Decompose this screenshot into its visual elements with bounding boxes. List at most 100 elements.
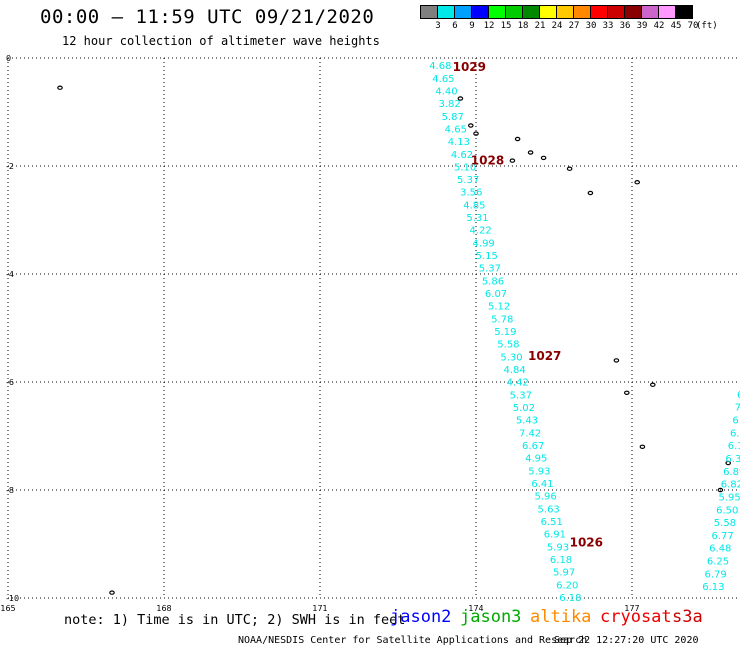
wave-height-label: 5.02 — [513, 403, 535, 414]
wave-height-label: 5.31 — [466, 213, 488, 224]
legend-unit-label: (ft) — [696, 21, 718, 31]
wave-height-label: 6.50 — [716, 505, 738, 516]
legend-label-9: 9 — [469, 21, 475, 31]
legend-label-30: 30 — [585, 21, 597, 31]
legend-labels: 3 6 9 12 15 18 21 24 27 30 33 36 39 42 45 70 (ft) — [420, 21, 717, 35]
wave-height-label: 6.41 — [531, 479, 553, 490]
y-tick-label: -4 — [6, 270, 14, 279]
wave-height-label: 6.48 — [709, 544, 731, 555]
wave-height-label: 5.95 — [718, 492, 740, 503]
wave-height-label: 5.97 — [553, 568, 575, 579]
wave-height-label: 4.95 — [525, 454, 547, 465]
island-outline — [639, 444, 646, 449]
wave-height-label: 6.20 — [556, 580, 578, 591]
legend-label-6: 6 — [452, 21, 458, 31]
legend-label-21: 21 — [534, 21, 546, 31]
satellite-jason2-label: jason2 — [390, 607, 452, 627]
island-outline — [566, 166, 573, 171]
wave-height-label: 5.12 — [488, 302, 510, 313]
credit-text: NOAA/NESDIS Center for Satellite Applica… — [238, 635, 588, 646]
wave-height-label: 5.19 — [494, 327, 516, 338]
wave-height-label: 6.89 — [723, 467, 740, 478]
y-tick-label: 0 — [6, 54, 11, 63]
wave-height-label: 6.77 — [711, 531, 733, 542]
satellite-altika-label: altika — [530, 607, 592, 627]
island-outline — [457, 96, 464, 101]
wave-height-label: 5.78 — [491, 314, 513, 325]
wave-height-label: 5.96 — [534, 492, 556, 503]
generated-timestamp: Sep 22 12:27:20 UTC 2020 — [554, 635, 699, 646]
wave-height-label: 6.79 — [705, 569, 727, 580]
wave-height-label: 5.37 — [479, 264, 501, 275]
wave-height-label: 5.58 — [497, 340, 519, 351]
legend-label-15: 15 — [500, 21, 512, 31]
chart-title: 00:00 – 11:59 UTC 09/21/2020 — [40, 6, 375, 28]
footer-note: note: 1) Time is in UTC; 2) SWH is in fe… — [64, 612, 406, 628]
satellite-cryosat-label: cryosat — [600, 607, 672, 627]
wave-height-label: 5.37 — [457, 175, 479, 186]
wave-height-label: 5.58 — [714, 518, 736, 529]
wave-height-label: 5.10 — [454, 162, 476, 173]
satellite-jason3-label: jason3 — [460, 607, 522, 627]
island-outline — [467, 123, 474, 128]
wave-height-label: 6.35 — [725, 454, 740, 465]
wave-height-label: 7.42 — [519, 428, 541, 439]
island-outline — [587, 190, 594, 196]
legend-label-27: 27 — [568, 21, 580, 31]
island-outline — [109, 590, 115, 595]
island-outline — [540, 155, 547, 161]
legend-swatch-70 — [675, 5, 693, 19]
wave-height-label: 6.67 — [522, 441, 544, 452]
wave-height-label: 6.69 — [737, 390, 740, 401]
island-outline — [514, 136, 521, 142]
wave-height-label: 4.68 — [429, 61, 451, 72]
legend-label-33: 33 — [602, 21, 614, 31]
island-outline — [649, 382, 656, 387]
wave-height-label: 4.22 — [469, 226, 491, 237]
x-tick-label: 174 — [468, 604, 483, 613]
wave-height-label: 6.18 — [550, 555, 572, 566]
time-label: 1026 — [570, 535, 603, 549]
wave-height-label: 3.56 — [460, 188, 482, 199]
wave-height-label: 6.25 — [707, 557, 729, 568]
y-tick-label: -10 — [6, 594, 19, 603]
wave-height-label: 6.13 — [728, 441, 740, 452]
wave-height-label: 4.84 — [503, 365, 525, 376]
wave-height-label: 5.87 — [442, 112, 464, 123]
wave-height-label: 6.40 — [732, 415, 740, 426]
wave-height-label: 4.99 — [473, 238, 495, 249]
island-outline — [717, 487, 724, 493]
time-label: 1029 — [453, 60, 486, 74]
wave-height-label: 6.91 — [544, 530, 566, 541]
legend-label-39: 39 — [636, 21, 648, 31]
wave-height-label: 5.93 — [547, 542, 569, 553]
legend-swatches — [420, 5, 693, 19]
wave-height-label: 4.62 — [451, 150, 473, 161]
island-outline — [623, 390, 630, 395]
wave-height-label: 5.63 — [538, 504, 560, 515]
x-tick-label: 165 — [0, 604, 15, 613]
wave-height-label: 4.65 — [445, 124, 467, 135]
island-outline — [473, 131, 479, 136]
wave-height-label: 5.43 — [516, 416, 538, 427]
wave-height-label: 4.65 — [432, 74, 454, 85]
wave-height-label: 6.07 — [485, 289, 507, 300]
x-tick-label: 168 — [156, 604, 171, 613]
wave-height-label: 4.85 — [463, 200, 485, 211]
chart-subtitle: 12 hour collection of altimeter wave hei… — [62, 34, 380, 48]
wave-height-label: 5.30 — [500, 352, 522, 363]
wave-height-label: 6.42 — [730, 428, 740, 439]
wave-height-label: 5.15 — [476, 251, 498, 262]
legend-label-70: 70 — [687, 21, 699, 31]
time-label: 1027 — [528, 349, 561, 363]
island-outline — [725, 460, 732, 466]
wave-height-label: 6.18 — [559, 593, 581, 604]
wave-height-label: 5.37 — [510, 390, 532, 401]
x-tick-label: 171 — [312, 604, 327, 613]
y-tick-label: -2 — [6, 162, 14, 171]
wave-height-label: 4.40 — [435, 86, 457, 97]
island-outline — [509, 158, 516, 163]
island-outline — [613, 358, 620, 363]
wave-height-label: 6.82 — [721, 480, 740, 491]
